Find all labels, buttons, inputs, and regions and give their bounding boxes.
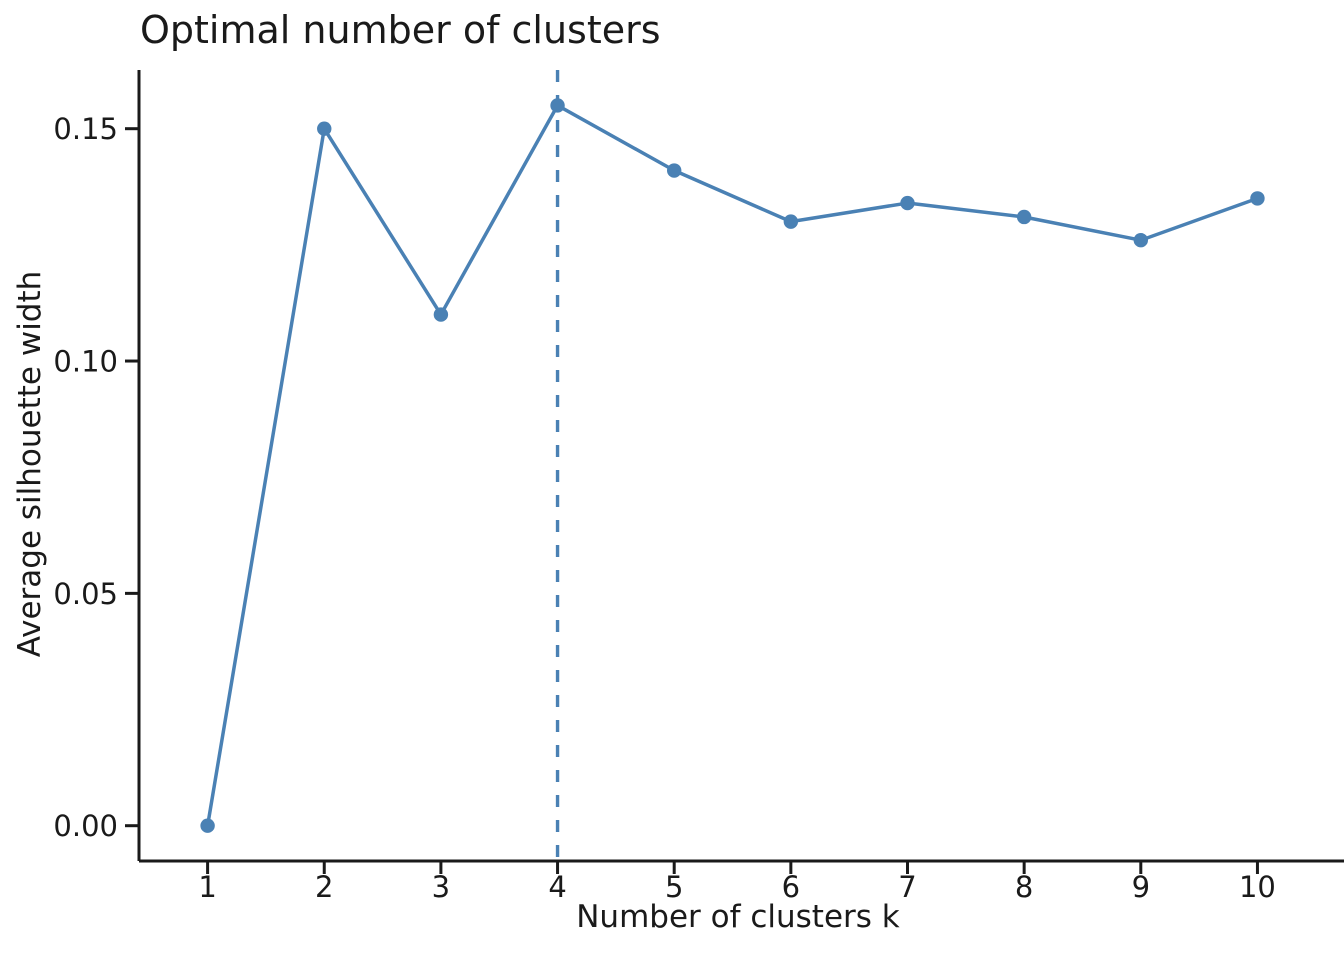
data-point	[1016, 209, 1032, 225]
data-point	[783, 214, 799, 229]
series-line	[205, 103, 1259, 826]
data-point	[550, 98, 565, 113]
y-tick-label: 0.15	[53, 112, 118, 146]
data-point	[433, 307, 449, 322]
x-tick-label: 7	[898, 870, 916, 904]
data-point	[1250, 191, 1265, 206]
y-tick-label: 0.00	[53, 809, 118, 843]
chart-title: Optimal number of clusters	[140, 8, 661, 52]
data-point	[667, 163, 682, 178]
data-point	[1133, 233, 1149, 248]
x-axis-label: Number of clusters k	[576, 899, 900, 935]
x-tick-label: 2	[315, 870, 333, 904]
x-tick-label: 6	[782, 870, 800, 904]
y-tick-label: 0.10	[53, 345, 118, 379]
data-point	[900, 195, 915, 211]
x-tick-label: 9	[1132, 870, 1150, 904]
plot-area: 0.00 0.05 0.10 0.15 1 2 3 4 5 6 7 8 9 10	[53, 70, 1344, 904]
y-axis-label: Average silhouette width	[12, 271, 48, 658]
x-tick-label: 1	[198, 870, 216, 904]
x-tick-label: 3	[432, 870, 450, 904]
x-tick-label: 4	[548, 870, 566, 904]
y-tick-label: 0.05	[53, 577, 118, 611]
data-point	[200, 818, 215, 833]
x-tick-label: 10	[1239, 870, 1276, 904]
data-point	[317, 121, 332, 136]
x-tick-label: 5	[665, 870, 683, 904]
x-tick-label: 8	[1015, 870, 1033, 904]
